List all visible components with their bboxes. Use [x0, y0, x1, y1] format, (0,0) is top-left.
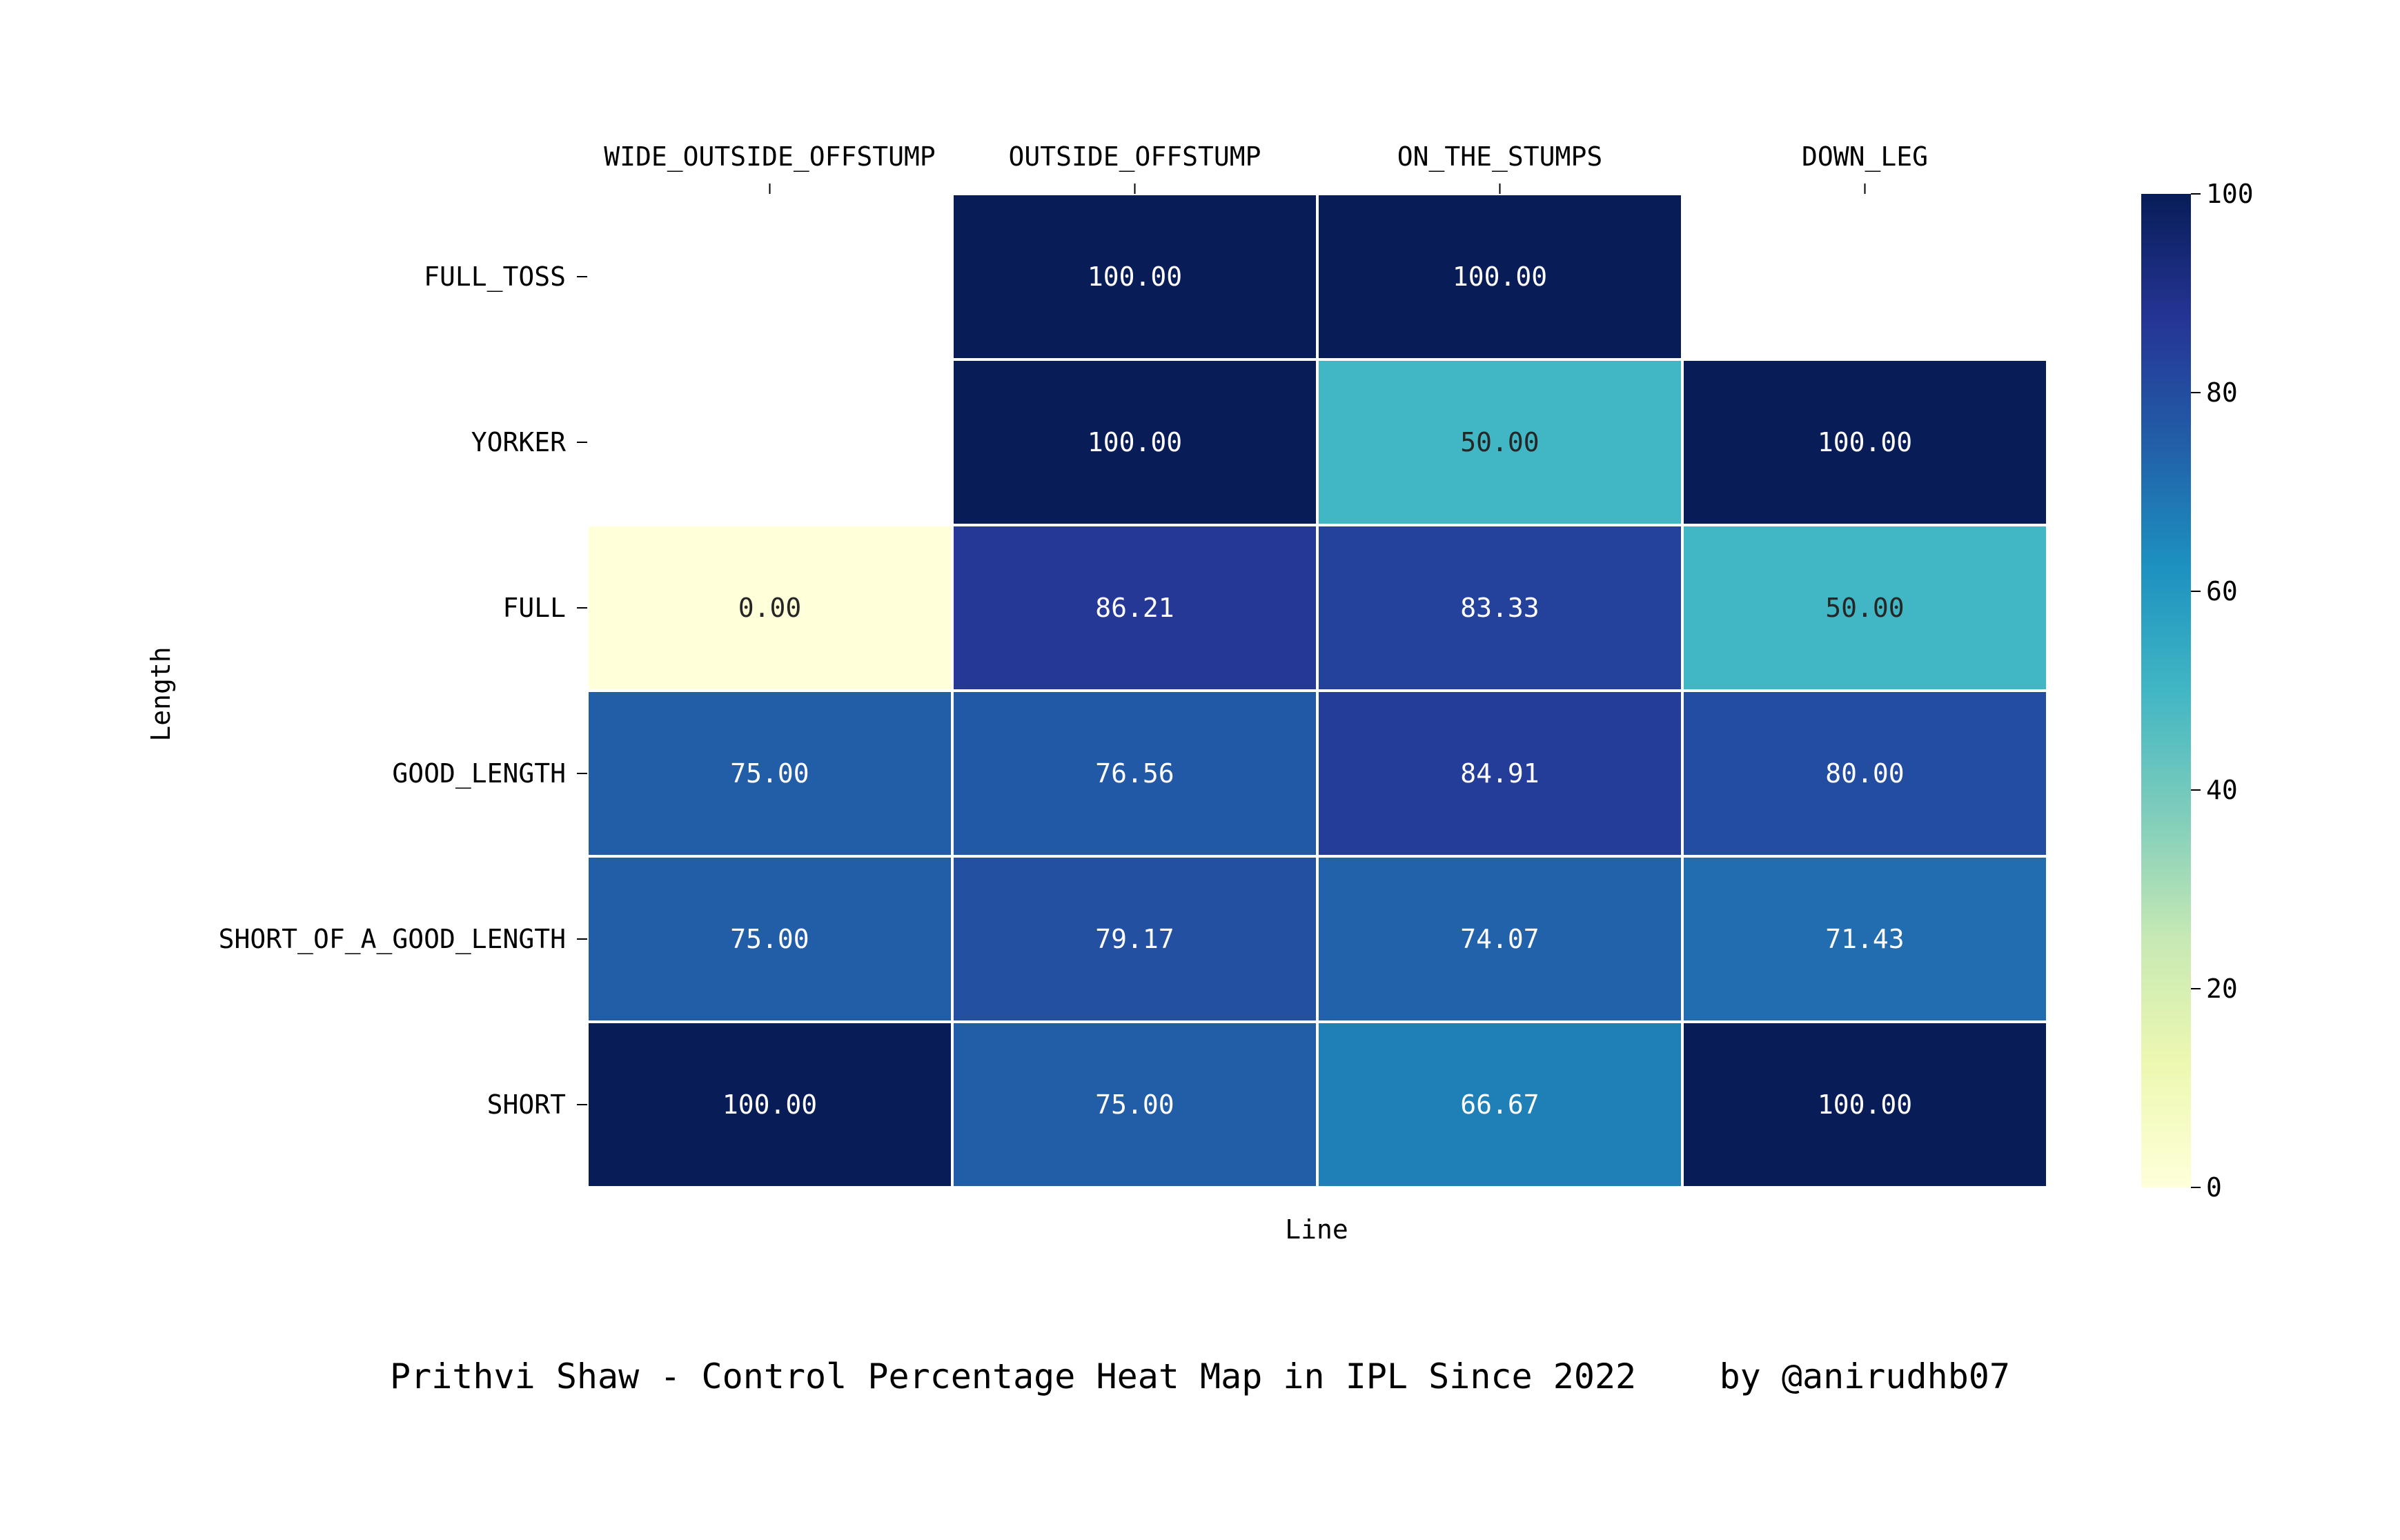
heatmap-cell [1681, 1020, 2049, 1189]
x-axis-ticks: WIDE_OUTSIDE_OFFSTUMP OUTSIDE_OFFSTUMP ON_… [604, 141, 1928, 194]
colorbar-ticks: 0 20 40 60 80 100 [2191, 179, 2254, 1203]
y-tick-label: FULL_TOSS [424, 261, 566, 293]
y-axis-ticks: FULL_TOSS YORKER FULL GOOD_LENGTH SHORT_OF_A… [219, 261, 587, 1120]
cell-value-label: 79.17 [1095, 924, 1174, 954]
cell-value-label: 100.00 [1818, 1089, 1912, 1120]
x-tick-label: OUTSIDE_OFFSTUMP [1008, 141, 1261, 172]
heatmap-cell [586, 689, 954, 858]
cell-value-label: 66.67 [1460, 1089, 1539, 1120]
colorbar-tick-label: 40 [2206, 775, 2238, 805]
heatmap-cell [586, 524, 954, 692]
cell-value-label: 71.43 [1825, 924, 1904, 954]
cell-value-label: 74.07 [1460, 924, 1539, 954]
cell-value-label: 75.00 [730, 924, 809, 954]
colorbar-tick-label: 20 [2206, 974, 2238, 1004]
heatmap-cell [1316, 524, 1684, 692]
heatmap-cell [586, 855, 954, 1023]
heatmap-cell [951, 192, 1319, 361]
heatmap-cell [1316, 689, 1684, 858]
heatmap-cell [1681, 358, 2049, 526]
x-tick-label: ON_THE_STUMPS [1397, 141, 1602, 172]
x-tick-label: DOWN_LEG [1802, 141, 1928, 172]
cell-value-label: 100.00 [1088, 427, 1182, 457]
cell-value-label: 84.91 [1460, 758, 1539, 789]
heatmap-cell [1316, 192, 1684, 361]
x-axis-label: Line [1285, 1214, 1348, 1245]
y-axis-label: Length [146, 646, 176, 741]
cell-value-label: 50.00 [1460, 427, 1539, 457]
heatmap-cell [1681, 855, 2049, 1023]
y-tick-label: YORKER [471, 427, 566, 457]
cell-value-label: 100.00 [1818, 427, 1912, 457]
heatmap-cell [1316, 1020, 1684, 1189]
cell-value-label: 50.00 [1825, 593, 1904, 623]
y-tick-label: SHORT [487, 1089, 566, 1120]
heatmap-cell [1316, 358, 1684, 526]
cell-value-label: 83.33 [1460, 593, 1539, 623]
y-tick-label: GOOD_LENGTH [392, 758, 566, 789]
heatmap-cells [586, 192, 2049, 1189]
cell-value-label: 100.00 [722, 1089, 817, 1120]
cell-value-label: 100.00 [1453, 261, 1547, 292]
y-tick-label: SHORT_OF_A_GOOD_LENGTH [219, 924, 566, 955]
colorbar-tick-label: 0 [2206, 1172, 2222, 1203]
colorbar-tick-label: 60 [2206, 576, 2238, 606]
heatmap-cell-labels: 100.00 100.00 100.00 50.00 100.00 0.00 86.21 83… [722, 261, 1912, 1120]
colorbar-tick-label: 80 [2206, 377, 2238, 408]
y-tick-label: FULL [502, 593, 566, 623]
colorbar-tick-label: 100 [2206, 179, 2254, 209]
colorbar [2141, 194, 2191, 1187]
chart-title: Prithvi Shaw - Control Percentage Heat M… [390, 1356, 2010, 1396]
cell-value-label: 75.00 [1095, 1089, 1174, 1120]
cell-value-label: 86.21 [1095, 593, 1174, 623]
cell-value-label: 100.00 [1088, 261, 1182, 292]
heatmap-cell [951, 1020, 1319, 1189]
x-tick-label: WIDE_OUTSIDE_OFFSTUMP [604, 141, 935, 172]
cell-value-label: 0.00 [738, 593, 802, 623]
cell-value-label: 80.00 [1825, 758, 1904, 789]
cell-value-label: 76.56 [1095, 758, 1174, 789]
heatmap-cell [951, 358, 1319, 526]
heatmap-cell [1316, 855, 1684, 1023]
heatmap-cell [1681, 689, 2049, 858]
cell-value-label: 75.00 [730, 758, 809, 789]
